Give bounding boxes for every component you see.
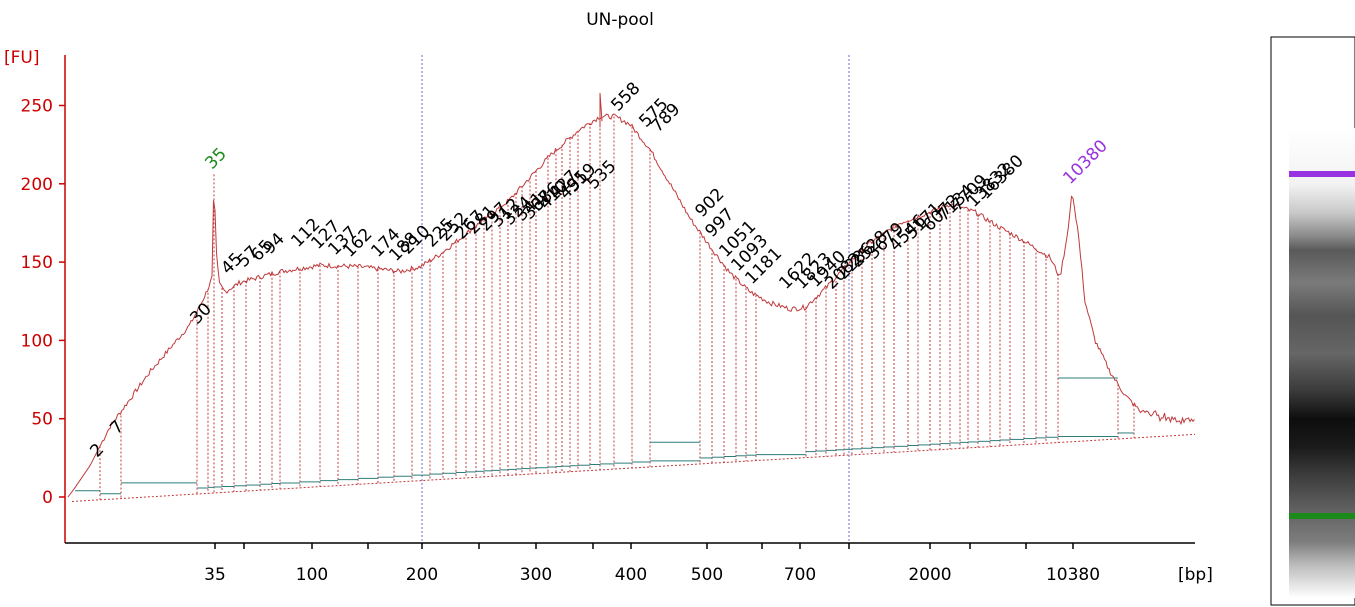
- x-tick-label: 200: [406, 565, 438, 585]
- peak-drop-lines: [71, 116, 1196, 502]
- signal-trace: [67, 92, 1195, 498]
- x-tick-label: 35: [204, 565, 226, 585]
- upper-marker-label: 10380: [1059, 136, 1111, 188]
- x-tick-label: 2000: [908, 565, 951, 585]
- peak-label: 2: [86, 440, 108, 462]
- gel-lane: [1270, 36, 1355, 606]
- peak-labels: 2730455765941121271371621741882102252522…: [86, 78, 1111, 461]
- peak-label: 535: [583, 156, 620, 193]
- peak-label: 558: [607, 78, 644, 115]
- peak-label: 30: [186, 299, 215, 328]
- x-tick-label: 100: [296, 565, 328, 585]
- chart-title: UN-pool: [586, 10, 654, 30]
- x-axis-label: [bp]: [1178, 565, 1213, 585]
- x-tick-label: 700: [784, 565, 816, 585]
- gel-lane-bands: [1289, 128, 1355, 598]
- y-tick-label: 0: [42, 488, 53, 508]
- y-tick-label: 200: [21, 175, 53, 195]
- lower-marker-label: 35: [201, 144, 230, 173]
- y-tick-label: 150: [21, 253, 53, 273]
- gel-lower-marker-band: [1289, 513, 1355, 519]
- peak-baselines: [75, 377, 1134, 495]
- peak-label: 7: [106, 417, 128, 439]
- x-tick-label: 300: [520, 565, 552, 585]
- y-tick-label: 50: [31, 410, 53, 430]
- x-tick-label: 500: [691, 565, 723, 585]
- region-dividers: [421, 55, 850, 543]
- y-axis-ticks: 0 50 100 150 200 250: [21, 97, 65, 508]
- x-tick-label: 400: [615, 565, 647, 585]
- y-tick-label: 250: [21, 97, 53, 117]
- gel-upper-marker-band: [1289, 171, 1355, 177]
- x-axis-ticks: 35 100 200 300 400 500 700 2000 10380: [204, 543, 1100, 585]
- x-tick-label: 10380: [1046, 565, 1100, 585]
- axes: [64, 55, 1195, 544]
- y-tick-label: 100: [21, 331, 53, 351]
- y-axis-label: [FU]: [4, 48, 40, 68]
- floor-line: [71, 433, 1196, 502]
